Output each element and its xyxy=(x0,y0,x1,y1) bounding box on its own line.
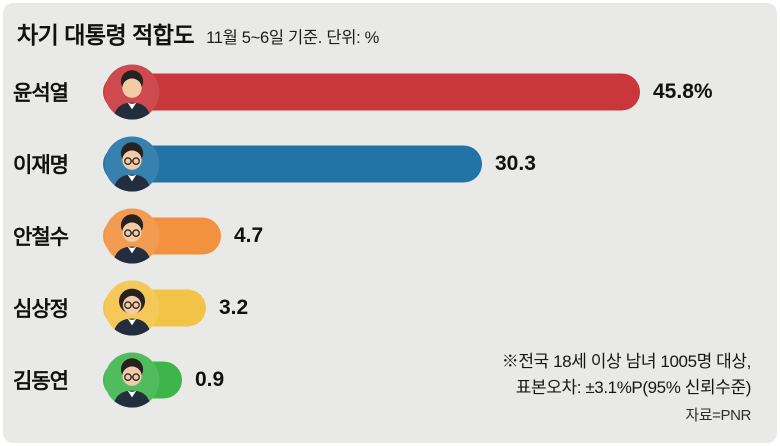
bar-track: 45.8% xyxy=(103,62,761,122)
candidate-photo xyxy=(103,63,161,121)
source-credit: 자료=PNR xyxy=(685,406,751,424)
value-label: 30.3 xyxy=(495,152,536,175)
candidate-row: 심상정 3.2 xyxy=(13,272,761,344)
candidate-name: 김동연 xyxy=(13,370,69,393)
bar-track: 4.7 xyxy=(103,206,761,266)
candidate-name: 심상정 xyxy=(13,298,69,321)
candidate-name: 이재명 xyxy=(13,154,69,177)
value-label: 0.9 xyxy=(195,368,225,391)
bar-track: 3.2 xyxy=(103,278,761,338)
footnote: ※전국 18세 이상 남녀 1005명 대상, 표본오차: ±3.1%P(95%… xyxy=(501,349,752,427)
person-icon xyxy=(104,208,160,264)
candidate-row: 김동연 0.9 xyxy=(13,344,761,416)
footnote-line-2: 표본오차: ±3.1%P(95% 신뢰수준) xyxy=(515,378,752,398)
value-label: 45.8% xyxy=(653,80,713,103)
header: 차기 대통령 적합도 11월 5~6일 기준. 단위: % xyxy=(13,16,761,50)
bar-track: 0.9 xyxy=(103,350,761,410)
candidate-row: 안철수 4.7 xyxy=(13,200,761,272)
footnote-line-1: ※전국 18세 이상 남녀 1005명 대상, xyxy=(501,352,752,372)
candidate-photo xyxy=(103,279,161,337)
candidate-photo xyxy=(103,351,161,409)
candidate-photo xyxy=(103,135,161,193)
person-icon xyxy=(104,280,160,336)
value-label: 4.7 xyxy=(234,224,264,247)
candidate-name: 윤석열 xyxy=(13,82,69,105)
chart-title: 차기 대통령 적합도 xyxy=(17,22,195,48)
candidate-photo xyxy=(103,207,161,265)
chart-subtitle: 11월 5~6일 기준. 단위: % xyxy=(206,29,380,47)
person-icon xyxy=(104,64,160,120)
bar-track: 30.3 xyxy=(103,134,761,194)
candidate-name: 안철수 xyxy=(13,226,69,249)
candidate-row: 이재명 30.3 xyxy=(13,128,761,200)
person-icon xyxy=(104,136,160,192)
person-icon xyxy=(104,352,160,408)
candidate-row: 윤석열 45.8% xyxy=(13,56,761,128)
poll-graphic: 차기 대통령 적합도 11월 5~6일 기준. 단위: % 윤석열 45.8% 이재… xyxy=(3,3,777,443)
bar-chart: 윤석열 45.8% 이재명 30.3 안철수 4.7 심상정 3.2 김동연 0.9 xyxy=(13,56,761,416)
value-bar xyxy=(103,73,640,111)
value-label: 3.2 xyxy=(219,296,249,319)
value-bar xyxy=(103,145,482,183)
